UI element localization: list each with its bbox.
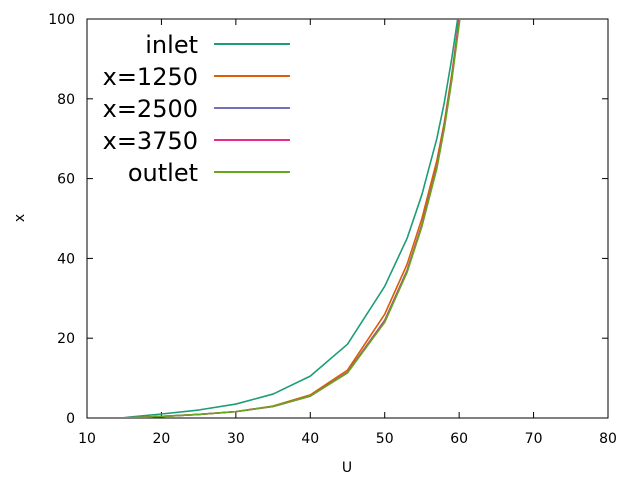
y-tick-label: 0 [66,411,75,427]
x-tick-label: 70 [525,431,543,447]
legend-label-x-2500: x=2500 [103,95,198,123]
x-tick-label: 80 [599,431,617,447]
legend-label-inlet: inlet [145,31,198,59]
y-tick-label: 100 [48,12,75,28]
axis-ticks: 10 20 30 40 50 60 70 80 0 20 40 60 80 100 [48,12,617,447]
legend: inlet x=1250 x=2500 x=3750 outlet [103,31,290,187]
y-axis-label: x [12,214,28,222]
legend-label-x-1250: x=1250 [103,63,198,91]
plot-area [86,18,609,419]
x-tick-label: 20 [153,431,171,447]
series-lines [120,19,461,418]
x-axis-label: U [342,460,352,476]
x-tick-label: 60 [450,431,468,447]
y-tick-label: 60 [57,172,75,188]
y-tick-label: 40 [57,251,75,267]
x-tick-label: 50 [376,431,394,447]
y-tick-label: 20 [57,331,75,347]
y-tick-label: 80 [57,92,75,108]
x-tick-label: 10 [78,431,96,447]
plot-border [86,18,609,419]
series-line-inlet [120,19,459,418]
x-tick-label: 30 [227,431,245,447]
series-line-outlet [120,19,461,418]
legend-label-x-3750: x=3750 [103,127,198,155]
x-tick-label: 40 [301,431,319,447]
legend-label-outlet: outlet [128,159,198,187]
